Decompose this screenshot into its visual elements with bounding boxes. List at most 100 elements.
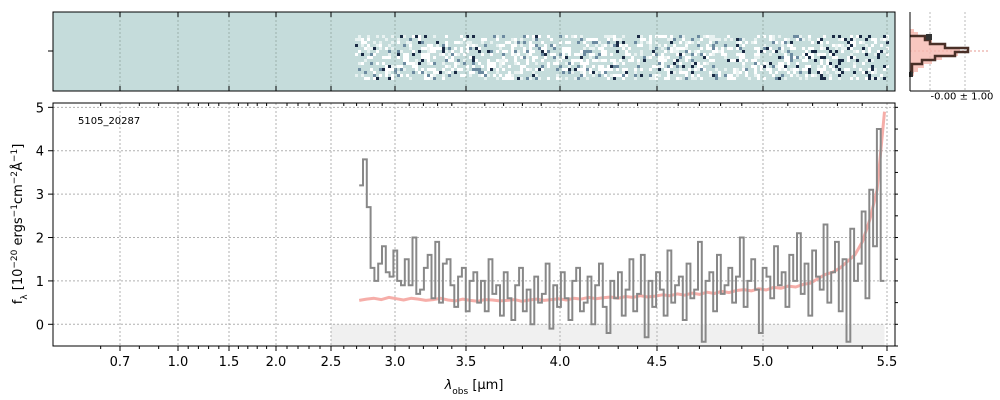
spectrum-2d-pixel (445, 71, 448, 74)
spectrum-2d-pixel (691, 74, 694, 77)
spectrum-2d-pixel (556, 62, 559, 65)
spectrum-2d-pixel (766, 68, 769, 71)
spectrum-2d-pixel (661, 47, 664, 50)
spectrum-2d-pixel (523, 41, 526, 44)
spectrum-2d-pixel (673, 38, 676, 41)
spectrum-2d-pixel (631, 56, 634, 59)
histogram-panel: -0.00 ± 1.00 (909, 12, 993, 102)
spectrum-2d-pixel (586, 59, 589, 62)
spectrum-2d-pixel (430, 77, 433, 80)
spectrum-2d-pixel (847, 44, 850, 47)
spectrum-2d-pixel (475, 44, 478, 47)
spectrum-2d-pixel (793, 47, 796, 50)
spectrum-2d-pixel (628, 47, 631, 50)
spectrum-2d-pixel (727, 35, 730, 38)
spectrum-2d-pixel (616, 38, 619, 41)
spectrum-2d-pixel (457, 53, 460, 56)
spectrum-2d-pixel (751, 59, 754, 62)
spectrum-2d-pixel (589, 50, 592, 53)
spectrum-2d-pixel (604, 50, 607, 53)
spectrum-2d-pixel (427, 68, 430, 71)
spectrum-2d-pixel (754, 47, 757, 50)
spectrum-2d-pixel (373, 74, 376, 77)
spectrum-2d-pixel (481, 38, 484, 41)
spectrum-2d-pixel (598, 41, 601, 44)
spectrum-2d-pixel (832, 68, 835, 71)
x-tick-label: 2.5 (321, 355, 342, 370)
spectrum-2d-pixel (850, 77, 853, 80)
spectrum-2d-pixel (805, 53, 808, 56)
spectrum-2d-pixel (835, 50, 838, 53)
spectrum-2d-pixel (847, 68, 850, 71)
spectrum-2d-pixel (433, 68, 436, 71)
spectrum-2d-pixel (796, 68, 799, 71)
spectrum-2d-pixel (754, 59, 757, 62)
spectrum-2d-pixel (382, 56, 385, 59)
spectrum-2d-pixel (754, 71, 757, 74)
spectrum-2d-pixel (604, 53, 607, 56)
spectrum-2d-pixel (754, 74, 757, 77)
spectrum-2d-pixel (700, 77, 703, 80)
spectrum-2d-pixel (526, 56, 529, 59)
spectrum-2d-pixel (682, 35, 685, 38)
spectrum-2d-pixel (805, 59, 808, 62)
spectrum-2d-pixel (535, 77, 538, 80)
spectrum-2d-pixel (613, 74, 616, 77)
spectrum-2d-pixel (670, 35, 673, 38)
spectrum-2d-pixel (763, 35, 766, 38)
spectrum-2d-pixel (811, 50, 814, 53)
spectrum-2d-pixel (385, 38, 388, 41)
spectrum-2d-pixel (856, 35, 859, 38)
spectrum-2d-pixel (424, 53, 427, 56)
spectrum-2d-pixel (412, 35, 415, 38)
spectrum-2d-pixel (565, 68, 568, 71)
spectrum-2d-pixel (742, 44, 745, 47)
spectrum-2d-pixel (523, 56, 526, 59)
spectrum-2d-pixel (379, 74, 382, 77)
spectrum-2d-pixel (586, 62, 589, 65)
spectrum-2d-pixel (511, 50, 514, 53)
spectrum-2d-pixel (466, 41, 469, 44)
spectrum-2d-pixel (742, 53, 745, 56)
spectrum-2d-pixel (496, 77, 499, 80)
spectrum-2d-pixel (502, 35, 505, 38)
spectrum-2d-pixel (616, 74, 619, 77)
spectrum-2d-pixel (508, 71, 511, 74)
spectrum-2d-pixel (691, 38, 694, 41)
spectrum-2d-pixel (673, 47, 676, 50)
spectrum-2d-pixel (622, 41, 625, 44)
spectrum-2d-pixel (739, 38, 742, 41)
spectrum-2d-pixel (874, 38, 877, 41)
spectrum-2d-pixel (865, 59, 868, 62)
spectrum-2d-pixel (661, 53, 664, 56)
spectrum-2d-pixel (418, 35, 421, 38)
spectrum-2d-pixel (367, 56, 370, 59)
spectrum-2d-pixel (853, 71, 856, 74)
spectrum-2d-pixel (664, 59, 667, 62)
spectrum-2d-pixel (640, 50, 643, 53)
spectrum-2d-pixel (586, 68, 589, 71)
spectrum-2d-pixel (676, 65, 679, 68)
x-tick-label: 2.0 (266, 355, 287, 370)
spectrum-2d-pixel (853, 56, 856, 59)
spectrum-2d-pixel (463, 59, 466, 62)
spectrum-2d-pixel (820, 74, 823, 77)
spectrum-2d-pixel (685, 50, 688, 53)
spectrum-2d-pixel (517, 71, 520, 74)
spectrum-2d-pixel (478, 68, 481, 71)
spectrum-2d-pixel (607, 65, 610, 68)
spectrum-2d-pixel (691, 53, 694, 56)
spectrum-2d-pixel (664, 56, 667, 59)
spectrum-2d-pixel (646, 56, 649, 59)
spectrum-2d-pixel (829, 74, 832, 77)
spectrum-2d-pixel (736, 41, 739, 44)
spectrum-2d-pixel (538, 47, 541, 50)
spectrum-2d-pixel (583, 71, 586, 74)
spectrum-2d-pixel (442, 47, 445, 50)
spectrum-2d-pixel (754, 41, 757, 44)
spectrum-2d-pixel (712, 74, 715, 77)
spectrum-2d-pixel (391, 68, 394, 71)
x-tick-label: 3.0 (385, 355, 406, 370)
y-tick-label: 0 (36, 318, 44, 333)
spectrum-2d-pixel (739, 59, 742, 62)
